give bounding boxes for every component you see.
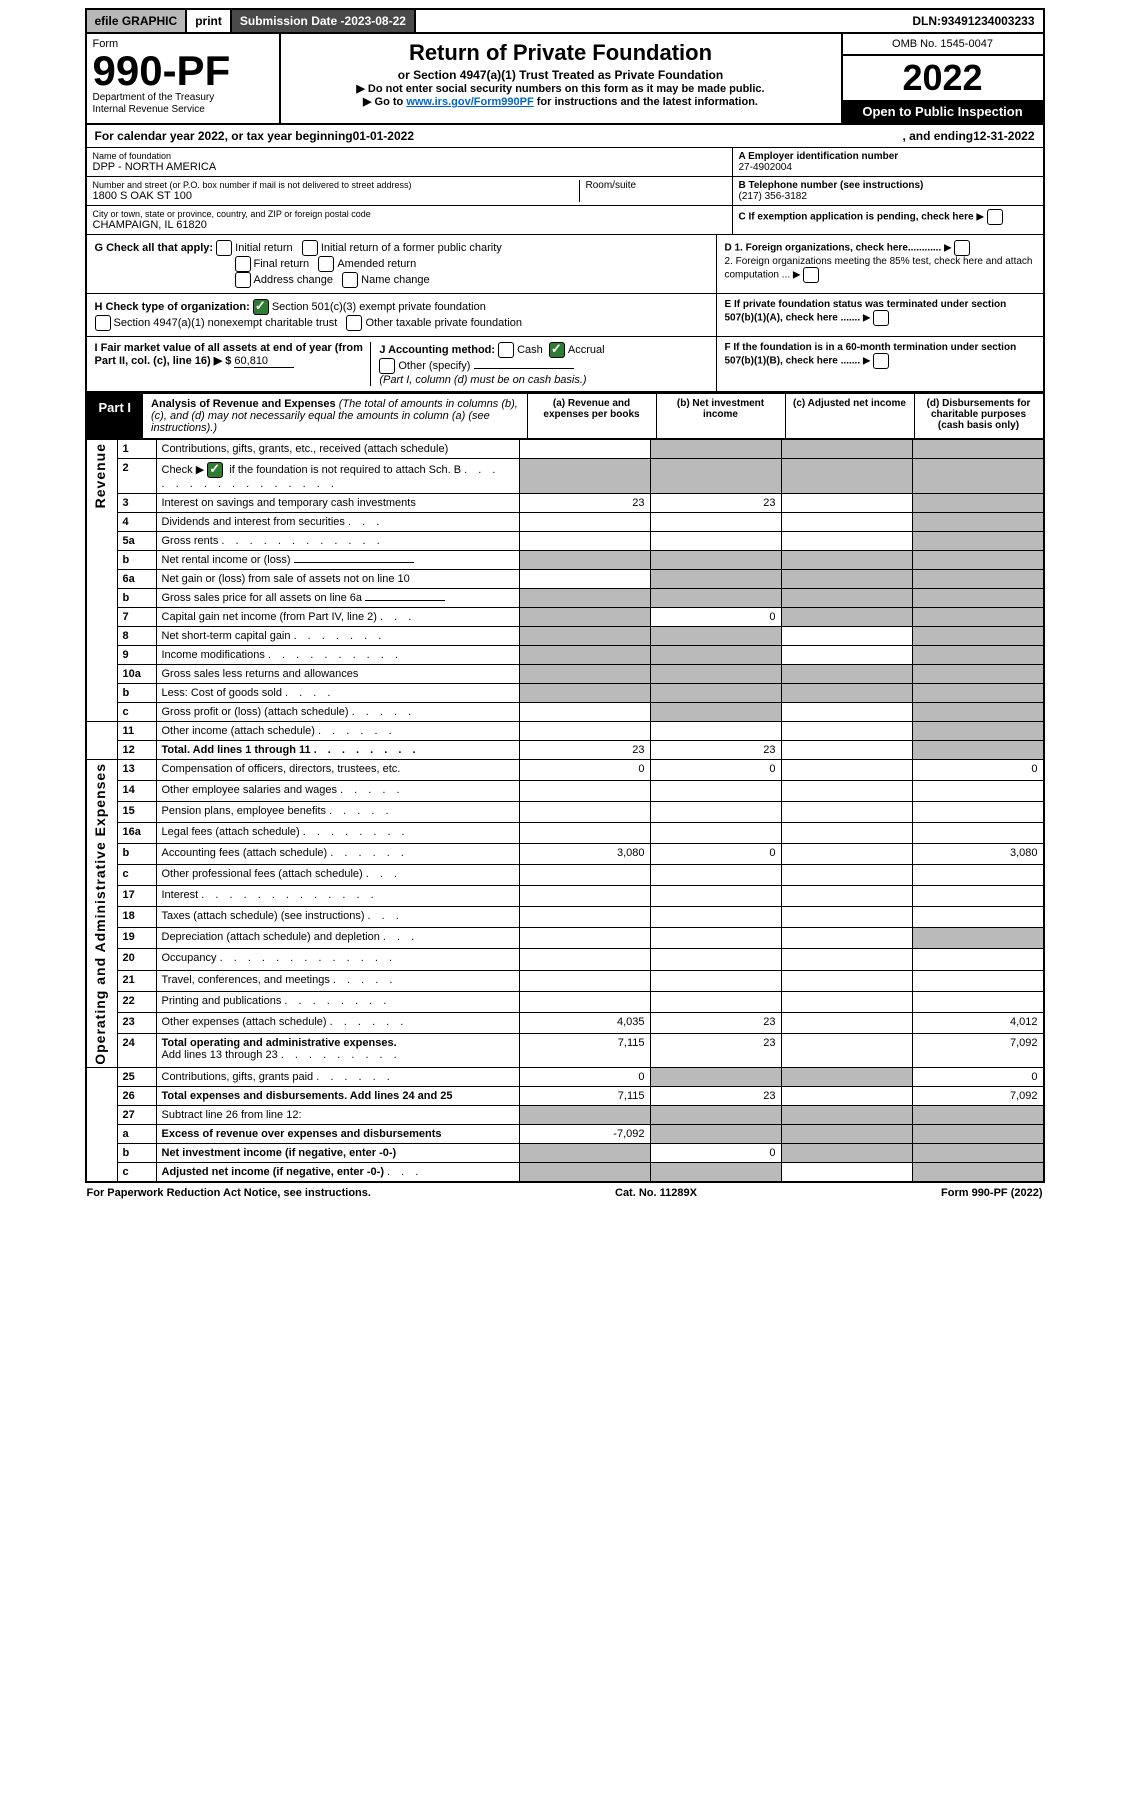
dln: DLN: 93491234003233: [904, 10, 1042, 32]
identity-block: Name of foundation DPP - NORTH AMERICA N…: [85, 148, 1045, 235]
g-initial-return[interactable]: [216, 240, 232, 256]
address-label: Number and street (or P.O. box number if…: [93, 180, 579, 190]
c-label: C If exemption application is pending, c…: [739, 211, 974, 222]
name-label: Name of foundation: [93, 151, 726, 161]
room-label: Room/suite: [579, 180, 726, 202]
d2-checkbox[interactable]: [803, 267, 819, 283]
page-footer: For Paperwork Reduction Act Notice, see …: [85, 1183, 1045, 1203]
g-initial-former[interactable]: [302, 240, 318, 256]
city: CHAMPAIGN, IL 61820: [93, 219, 726, 231]
form-title: Return of Private Foundation: [289, 40, 833, 66]
part-1-header: Part I Analysis of Revenue and Expenses …: [85, 392, 1045, 440]
tax-year: 2022: [843, 56, 1043, 100]
fmv-value: 60,810: [234, 355, 294, 368]
section-h: H Check type of organization: Section 50…: [87, 294, 717, 336]
h-501c3-checkbox[interactable]: [253, 299, 269, 315]
phone-label: B Telephone number (see instructions): [739, 180, 1037, 191]
g-final[interactable]: [235, 256, 251, 272]
calendar-year-row: For calendar year 2022, or tax year begi…: [85, 125, 1045, 148]
city-label: City or town, state or province, country…: [93, 209, 726, 219]
h-4947-checkbox[interactable]: [95, 315, 111, 331]
section-g: G Check all that apply: Initial return I…: [87, 235, 717, 293]
col-a-header: (a) Revenue and expenses per books: [528, 394, 657, 438]
part-1-table: Revenue 1Contributions, gifts, grants, e…: [85, 440, 1045, 1184]
cat-no: Cat. No. 11289X: [371, 1187, 941, 1199]
g-name[interactable]: [342, 272, 358, 288]
top-bar: efile GRAPHIC print Submission Date - 20…: [85, 8, 1045, 34]
section-e: E If private foundation status was termi…: [717, 294, 1043, 336]
ein-label: A Employer identification number: [739, 151, 1037, 162]
form-footer: Form 990-PF (2022): [941, 1187, 1042, 1199]
form-subtitle: or Section 4947(a)(1) Trust Treated as P…: [289, 68, 833, 82]
g-amended[interactable]: [318, 256, 334, 272]
col-c-header: (c) Adjusted net income: [786, 394, 915, 438]
section-f: F If the foundation is in a 60-month ter…: [717, 337, 1043, 391]
form-link[interactable]: www.irs.gov/Form990PF: [406, 96, 533, 108]
section-d: D 1. Foreign organizations, check here..…: [717, 235, 1043, 293]
instr-2: ▶ Go to www.irs.gov/Form990PF for instru…: [289, 95, 833, 108]
phone: (217) 356-3182: [739, 191, 1037, 202]
part-1-label: Part I: [87, 394, 144, 438]
open-to-public: Open to Public Inspection: [843, 100, 1043, 123]
omb-number: OMB No. 1545-0047: [843, 34, 1043, 56]
paperwork-notice: For Paperwork Reduction Act Notice, see …: [87, 1187, 371, 1199]
f-checkbox[interactable]: [873, 353, 889, 369]
address: 1800 S OAK ST 100: [93, 190, 579, 202]
efile-label: efile GRAPHIC: [87, 10, 188, 32]
j-cash-checkbox[interactable]: [498, 342, 514, 358]
foundation-name: DPP - NORTH AMERICA: [93, 161, 726, 173]
dept-treasury: Department of the Treasury: [93, 92, 273, 104]
dept-irs: Internal Revenue Service: [93, 104, 273, 116]
section-j: J Accounting method: Cash Accrual Other …: [370, 342, 707, 386]
ein: 27-4902004: [739, 162, 1037, 173]
col-b-header: (b) Net investment income: [657, 394, 786, 438]
col-d-header: (d) Disbursements for charitable purpose…: [915, 394, 1043, 438]
h-other-checkbox[interactable]: [346, 315, 362, 331]
revenue-side-label: Revenue: [92, 443, 108, 508]
d1-checkbox[interactable]: [954, 240, 970, 256]
form-header: Form 990-PF Department of the Treasury I…: [85, 34, 1045, 125]
print-button[interactable]: print: [187, 10, 232, 32]
j-other-checkbox[interactable]: [379, 358, 395, 374]
j-accrual-checkbox[interactable]: [549, 342, 565, 358]
expenses-side-label: Operating and Administrative Expenses: [92, 763, 108, 1065]
section-i: I Fair market value of all assets at end…: [95, 342, 371, 386]
submission-date: Submission Date - 2023-08-22: [232, 10, 416, 32]
e-checkbox[interactable]: [873, 310, 889, 326]
instr-1: ▶ Do not enter social security numbers o…: [289, 82, 833, 95]
form-number: 990-PF: [93, 50, 273, 92]
g-address[interactable]: [235, 272, 251, 288]
line2-checkbox[interactable]: [207, 462, 223, 478]
c-checkbox[interactable]: [987, 209, 1003, 225]
